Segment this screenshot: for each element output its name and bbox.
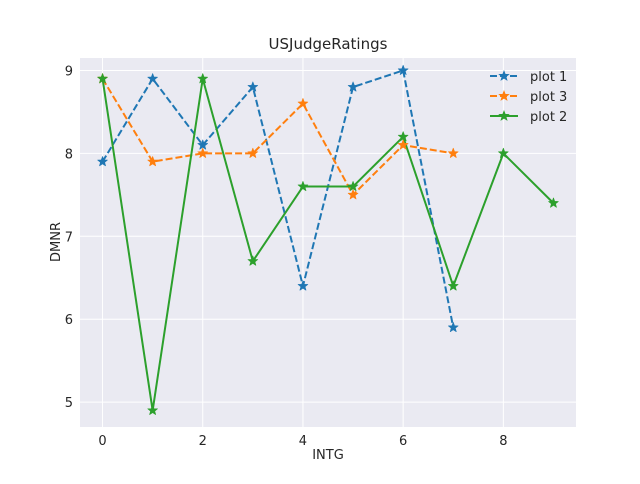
data-point xyxy=(397,64,409,75)
x-tick-label: 8 xyxy=(499,434,507,449)
x-axis-label: INTG xyxy=(312,448,344,463)
data-point xyxy=(197,139,208,150)
data-point xyxy=(297,280,309,291)
data-point xyxy=(297,181,309,192)
data-point xyxy=(247,81,259,92)
data-point xyxy=(247,147,259,158)
x-tick-label: 6 xyxy=(399,434,407,449)
series-lines xyxy=(101,69,555,412)
y-axis-label: DMNR xyxy=(49,222,64,262)
x-tick-label: 4 xyxy=(299,434,307,449)
y-tick-label: 6 xyxy=(65,313,73,328)
data-point xyxy=(97,156,108,167)
legend-label: plot 3 xyxy=(530,90,567,105)
legend-label: plot 1 xyxy=(530,70,567,85)
data-point xyxy=(347,189,359,200)
data-point xyxy=(397,131,409,142)
data-point xyxy=(347,81,359,92)
legend-label: plot 2 xyxy=(530,110,567,125)
grid xyxy=(80,58,576,427)
data-point xyxy=(147,156,158,167)
y-tick-label: 5 xyxy=(65,396,73,411)
legend-marker xyxy=(498,69,510,81)
x-tick-label: 0 xyxy=(98,434,106,449)
data-point xyxy=(147,73,158,84)
x-tick-label: 2 xyxy=(199,434,207,449)
chart-title: USJudgeRatings xyxy=(269,35,388,53)
data-point xyxy=(97,73,108,84)
series-markers xyxy=(97,64,559,415)
data-point xyxy=(297,98,309,109)
data-point xyxy=(197,147,208,158)
data-point xyxy=(498,147,509,158)
legend-marker xyxy=(498,109,510,121)
tick-labels: 0 2 4 6 8 5 6 7 8 9 xyxy=(65,64,508,449)
series-line-plot-1 xyxy=(101,69,455,328)
series-line-plot-2 xyxy=(101,77,555,412)
data-point xyxy=(448,321,459,332)
series-line-plot-3 xyxy=(101,78,454,196)
data-point xyxy=(548,197,559,208)
y-tick-label: 8 xyxy=(65,147,73,162)
data-point xyxy=(197,73,208,84)
data-point xyxy=(247,255,259,266)
legend: plot 1 plot 3 plot 2 xyxy=(490,69,567,125)
data-point xyxy=(147,404,158,415)
data-point xyxy=(448,280,459,291)
data-point xyxy=(397,139,409,150)
legend-marker xyxy=(498,89,510,101)
y-tick-label: 9 xyxy=(65,64,73,79)
data-point xyxy=(347,181,359,192)
data-point xyxy=(448,147,459,158)
y-tick-label: 7 xyxy=(65,230,73,245)
plot-area xyxy=(80,58,576,427)
